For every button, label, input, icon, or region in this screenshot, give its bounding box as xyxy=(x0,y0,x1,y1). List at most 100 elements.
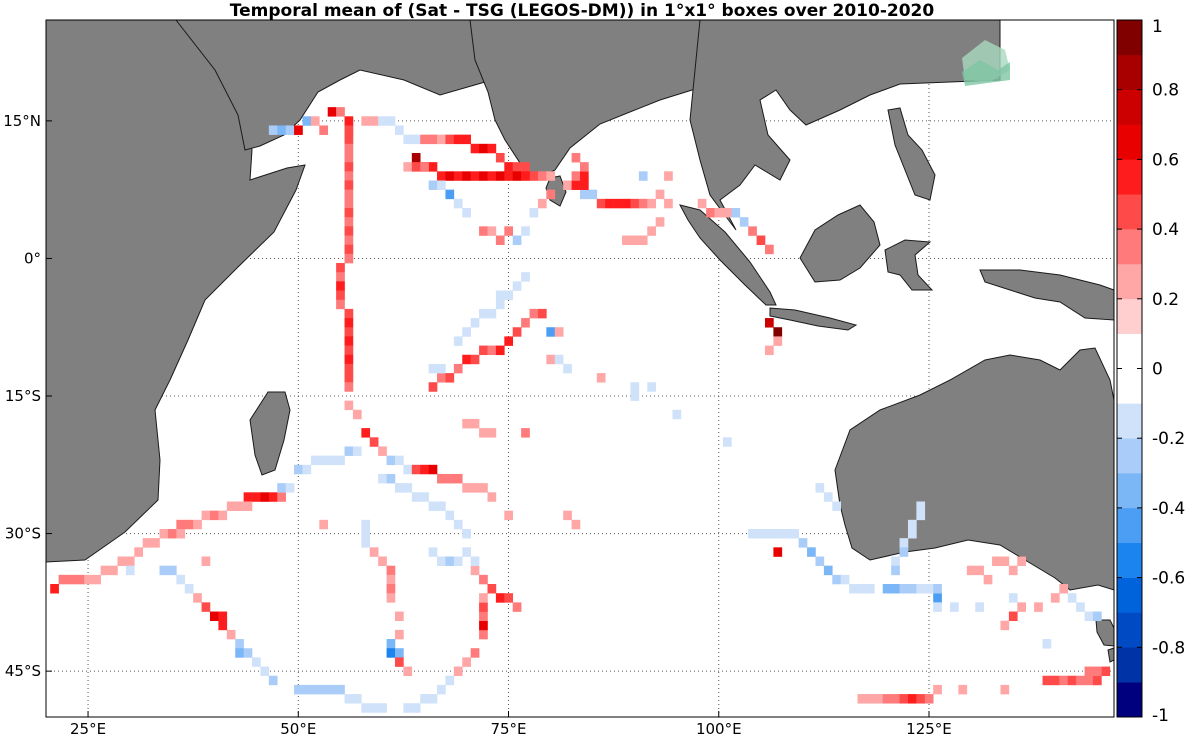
data-cell xyxy=(479,574,488,585)
data-cell xyxy=(664,198,673,209)
data-cell xyxy=(1042,639,1052,649)
data-cell xyxy=(83,574,93,585)
data-cell xyxy=(344,235,354,245)
data-cell xyxy=(916,501,926,511)
data-cell xyxy=(756,528,766,539)
data-cell xyxy=(411,152,421,163)
land-sumatra xyxy=(679,204,777,306)
data-cell xyxy=(403,162,413,172)
data-cell xyxy=(302,684,312,695)
data-cell xyxy=(437,363,446,374)
data-cell xyxy=(1034,602,1043,612)
colorbar-swatch xyxy=(1117,263,1142,300)
data-cell xyxy=(184,584,194,594)
data-cell xyxy=(882,584,892,594)
data-cell xyxy=(378,446,387,456)
data-cell xyxy=(891,584,900,594)
data-cell xyxy=(714,208,724,218)
data-cell xyxy=(243,492,253,502)
data-cell xyxy=(319,455,329,466)
data-cell xyxy=(411,492,421,502)
data-cell xyxy=(765,345,774,356)
data-cell xyxy=(470,354,480,365)
data-cell xyxy=(571,180,581,190)
data-cell xyxy=(874,694,884,704)
data-cell xyxy=(521,162,530,172)
data-cell xyxy=(521,318,530,328)
data-cell xyxy=(983,574,993,585)
data-cell xyxy=(453,363,463,374)
data-cell xyxy=(201,510,211,521)
data-cell xyxy=(1050,593,1060,603)
data-cell xyxy=(386,116,396,126)
data-cell xyxy=(521,272,530,282)
data-cell xyxy=(462,134,471,145)
data-cell xyxy=(765,318,774,328)
data-cell xyxy=(706,208,715,218)
data-cell xyxy=(167,528,177,539)
data-cell xyxy=(1084,666,1094,677)
chart-title: Temporal mean of (Sat - TSG (LEGOS-DM)) … xyxy=(230,1,935,21)
data-cell xyxy=(344,116,354,126)
colorbar-swatch xyxy=(1117,577,1142,613)
data-cell xyxy=(394,611,404,622)
data-cell xyxy=(285,125,295,135)
data-cell xyxy=(159,528,169,539)
data-cell xyxy=(344,171,354,181)
data-cell xyxy=(344,373,354,383)
data-cell xyxy=(613,198,623,209)
data-cell xyxy=(386,584,396,594)
data-cell xyxy=(294,684,303,695)
data-cell xyxy=(470,318,480,328)
data-cell xyxy=(268,675,278,686)
data-cell xyxy=(479,483,488,493)
data-cell xyxy=(361,528,371,539)
data-cell xyxy=(495,171,505,181)
data-cell xyxy=(344,226,354,236)
data-cell xyxy=(487,492,497,502)
data-cell xyxy=(495,299,505,310)
data-cell xyxy=(1017,556,1027,566)
data-cell xyxy=(622,198,631,209)
data-cell xyxy=(655,217,665,227)
data-cell xyxy=(630,382,640,392)
land-new-guinea xyxy=(979,269,1115,321)
data-cell xyxy=(344,363,354,374)
data-cell xyxy=(563,363,572,374)
colorbar-swatch xyxy=(1117,159,1142,195)
land-java xyxy=(769,307,858,331)
data-cell xyxy=(849,584,858,594)
land-philippines xyxy=(887,107,936,201)
data-cell xyxy=(361,538,371,548)
data-cell xyxy=(546,189,556,200)
data-cell xyxy=(344,382,354,392)
data-cell xyxy=(529,308,539,319)
data-cell xyxy=(142,538,152,548)
colorbar-swatch xyxy=(1117,473,1142,509)
data-cell xyxy=(907,519,917,530)
data-cell xyxy=(403,703,413,713)
data-cell xyxy=(470,648,480,658)
data-cell xyxy=(344,143,354,154)
data-cell xyxy=(453,134,463,145)
data-cell xyxy=(907,694,917,704)
data-cell xyxy=(453,198,463,209)
data-cell xyxy=(630,198,640,209)
data-cell xyxy=(638,171,648,181)
data-cell xyxy=(580,189,589,200)
data-cell xyxy=(453,171,463,181)
data-cell xyxy=(445,134,455,145)
data-cell xyxy=(151,538,160,548)
data-cell xyxy=(378,116,387,126)
data-cell xyxy=(327,455,337,466)
data-cell xyxy=(277,483,286,493)
data-cell xyxy=(596,373,606,383)
data-cell xyxy=(924,584,934,594)
data-cell xyxy=(916,584,926,594)
data-cell xyxy=(773,336,783,346)
data-cell xyxy=(504,336,514,346)
data-cell xyxy=(580,180,589,190)
data-cell xyxy=(487,171,497,181)
data-cell xyxy=(554,354,564,365)
data-cell xyxy=(865,584,875,594)
